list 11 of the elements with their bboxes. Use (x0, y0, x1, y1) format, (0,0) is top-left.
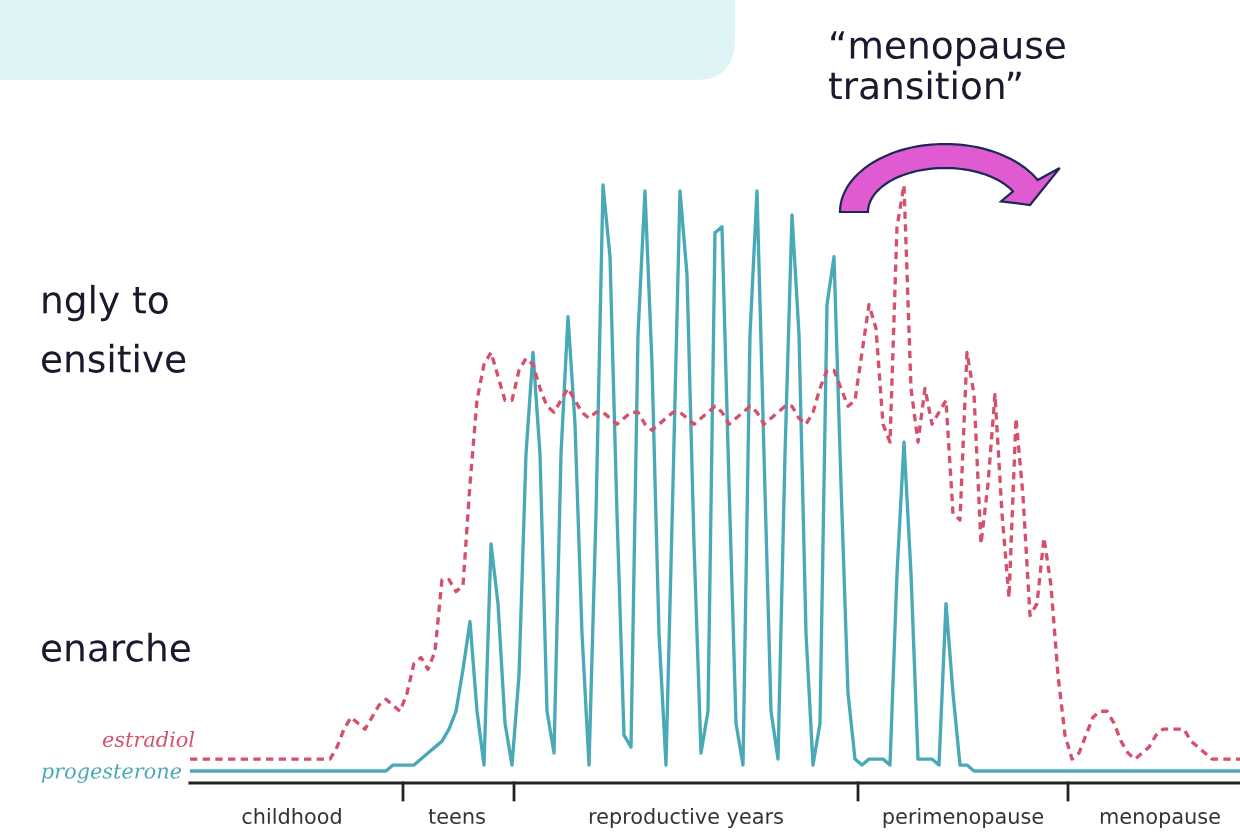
text: perimenopause (883, 807, 1044, 829)
text: enarche (42, 632, 190, 662)
series-label: estradiol (102, 730, 195, 748)
text: teens (428, 809, 485, 825)
text: ensitive (42, 343, 186, 373)
text: menopause (1100, 812, 1220, 829)
text: childhood (242, 807, 341, 825)
text: ngly to (43, 284, 168, 322)
text: reproductive years (589, 807, 783, 829)
text: “menopause transition” (829, 31, 1065, 100)
series-label: progesterone (41, 764, 182, 784)
